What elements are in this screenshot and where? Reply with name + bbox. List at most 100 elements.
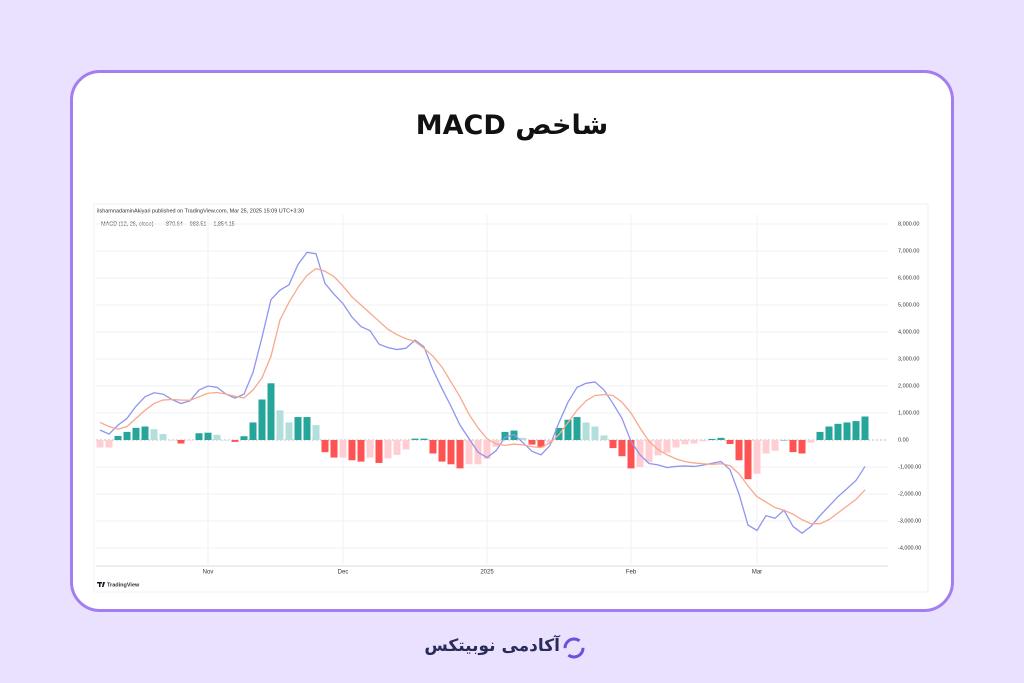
y-tick-label: 5,000.00 [898, 302, 919, 308]
y-tick-label: 6,000.00 [898, 275, 919, 281]
histogram-bar [789, 440, 797, 453]
histogram-bar [519, 437, 527, 440]
histogram-bar [168, 440, 176, 441]
histogram-bar [411, 438, 419, 440]
brand-logo [563, 637, 585, 659]
histogram-bar [375, 440, 383, 463]
y-tick-label: 4,000.00 [898, 329, 919, 335]
histogram-bar [537, 440, 545, 448]
histogram-bar [438, 440, 446, 462]
histogram-bar [249, 422, 257, 440]
watermark-logo [97, 582, 105, 587]
x-tick-label: Mar [752, 570, 762, 576]
histogram-bar [159, 434, 167, 440]
histogram-bar [240, 436, 248, 440]
histogram-bar [204, 432, 212, 440]
y-tick-label: 1,000.00 [898, 410, 919, 416]
histogram-bar [357, 440, 365, 462]
watermark: TradingView [107, 582, 140, 588]
histogram-bar [312, 425, 320, 440]
histogram-bar [591, 426, 599, 440]
histogram-bar [654, 440, 662, 456]
histogram-bar [258, 399, 266, 440]
histogram-bar [609, 440, 617, 449]
y-tick-label: 0.00 [898, 437, 909, 443]
histogram-bar [843, 422, 851, 440]
histogram-bar [645, 440, 653, 463]
histogram-bar [771, 440, 779, 451]
histogram-bar [663, 440, 671, 453]
histogram-bar [528, 440, 536, 445]
histogram-bar [744, 440, 752, 480]
histogram-bar [726, 440, 734, 445]
histogram-bar [465, 440, 473, 465]
histogram-bar [339, 440, 347, 458]
histogram-bar [627, 440, 635, 469]
histogram-bar [393, 440, 401, 455]
histogram-bar [348, 440, 356, 461]
y-tick-label: -4,000.00 [898, 545, 921, 551]
histogram-bar [600, 435, 608, 440]
histogram-bar [816, 431, 824, 440]
y-tick-label: 2,000.00 [898, 383, 919, 389]
x-tick-label: Dec [338, 570, 349, 576]
histogram-bar [96, 440, 104, 448]
histogram-bar [267, 383, 275, 440]
histogram-bar [195, 433, 203, 440]
y-tick-label: 8,000.00 [898, 221, 919, 227]
histogram-bar [186, 440, 194, 441]
histogram-bar [276, 410, 284, 440]
histogram-bar [798, 440, 806, 454]
histogram-bar [105, 440, 113, 448]
histogram-bar [681, 440, 689, 445]
histogram-bar [420, 438, 428, 440]
chart-caption: ilshamnadaminAkiyari published on Tradin… [97, 208, 304, 214]
histogram-bar [717, 437, 725, 440]
histogram-bar [762, 440, 770, 454]
page-title: شاخص MACD [415, 110, 609, 141]
histogram-bar [501, 431, 509, 440]
histogram-bar [321, 440, 329, 453]
x-tick-label: 2025 [480, 570, 494, 576]
histogram-bar [294, 417, 302, 440]
histogram-bar [852, 421, 860, 440]
histogram-bar [708, 438, 716, 440]
histogram-bar [150, 429, 158, 440]
histogram-bar [402, 440, 410, 450]
histogram-bar [618, 440, 626, 457]
histogram-bar [366, 440, 374, 458]
histogram-bar [690, 440, 698, 444]
histogram-bar [303, 417, 311, 440]
chart-frame [93, 203, 929, 593]
y-tick-label: 7,000.00 [898, 248, 919, 254]
histogram-bar [177, 440, 185, 444]
macd-line [99, 267, 866, 525]
histogram-bar [231, 440, 239, 442]
brand-name: آکادمی نوبیتکس [424, 636, 560, 656]
y-tick-label: -3,000.00 [898, 518, 921, 524]
histogram-bar [447, 440, 455, 465]
y-tick-label: -1,000.00 [898, 464, 921, 470]
histogram-bar [564, 419, 572, 440]
histogram-bar [672, 440, 680, 448]
histogram-bar [384, 440, 392, 459]
x-tick-label: Nov [203, 570, 214, 576]
histogram-bar [123, 431, 131, 440]
histogram-bar [834, 423, 842, 440]
histogram-bar [807, 440, 815, 443]
histogram-bar [735, 440, 743, 461]
histogram-bar [861, 416, 869, 440]
histogram-bar [753, 440, 761, 474]
histogram-bar [825, 426, 833, 440]
x-tick-label: Feb [626, 570, 637, 576]
histogram-bar [636, 440, 644, 467]
histogram-bar [456, 440, 464, 469]
histogram-bar [222, 440, 230, 441]
histogram-bar [699, 440, 707, 442]
histogram-bar [573, 417, 581, 440]
histogram-bar [483, 440, 491, 459]
histogram-bar [330, 440, 338, 458]
histogram-bar [132, 427, 140, 440]
